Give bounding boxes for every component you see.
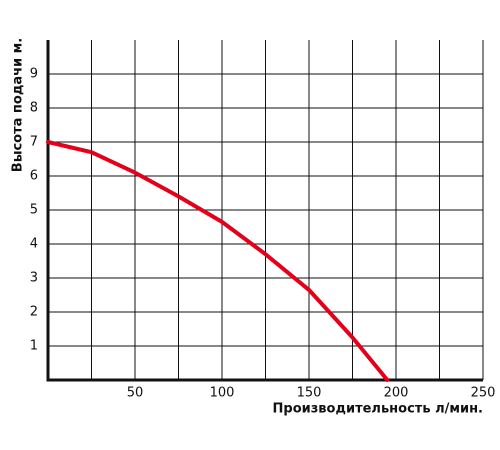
y-tick-label: 3 <box>30 271 38 286</box>
x-tick-label: 150 <box>297 386 322 401</box>
y-tick-label: 5 <box>30 203 38 218</box>
x-tick-label: 200 <box>384 386 409 401</box>
x-tick-label: 100 <box>210 386 235 401</box>
y-tick-label: 2 <box>30 305 38 320</box>
y-axis-label: Высота подачи м. <box>11 38 26 172</box>
x-tick-label: 50 <box>127 386 144 401</box>
y-tick-label: 7 <box>30 135 38 150</box>
y-tick-label: 6 <box>30 169 38 184</box>
x-axis-label: Производительность л/мин. <box>273 402 483 417</box>
y-tick-label: 8 <box>30 101 38 116</box>
y-tick-label: 1 <box>30 339 38 354</box>
y-tick-label: 9 <box>30 67 38 82</box>
curve <box>46 140 390 382</box>
y-tick-label: 4 <box>30 237 38 252</box>
x-tick-label: 250 <box>471 386 496 401</box>
